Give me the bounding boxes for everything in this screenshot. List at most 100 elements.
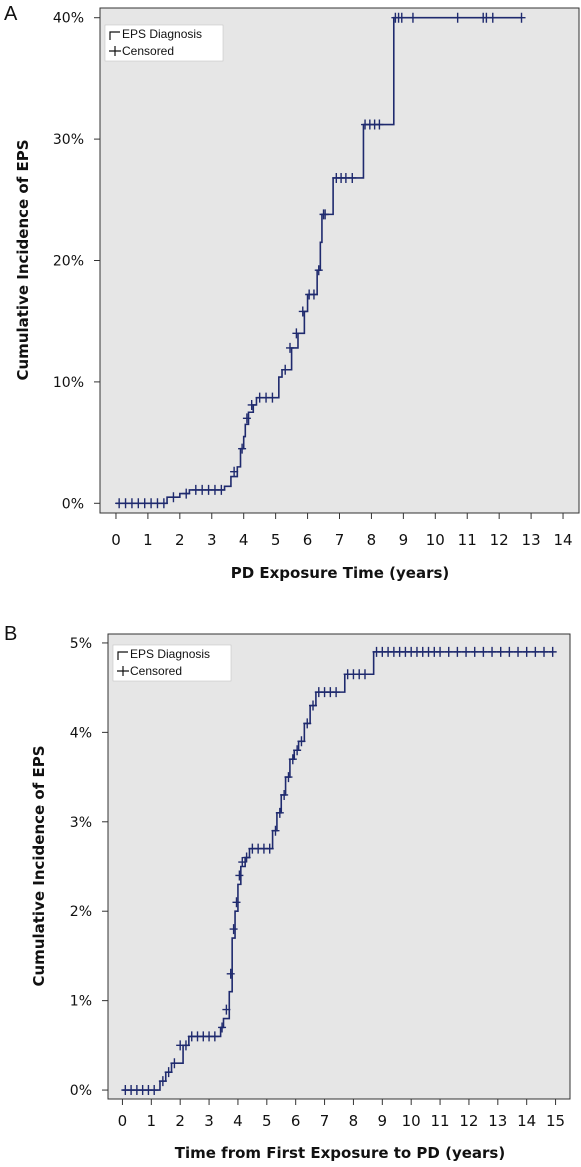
y-tick-label-a: 30% [53, 132, 84, 148]
plot-b-marks [121, 646, 557, 1096]
censored-mark-b [235, 870, 244, 881]
x-tick-label-b: 8 [349, 1112, 359, 1130]
censored-mark-a [281, 364, 290, 375]
censored-mark-b [275, 807, 284, 818]
legend-a: EPS Diagnosis Censored [104, 24, 224, 62]
censored-mark-b [297, 736, 306, 747]
censored-mark-a [159, 498, 168, 509]
censored-mark-a [397, 12, 406, 23]
y-tick-label-b: 1% [70, 994, 92, 1010]
legend-a-censored-label: Censored [122, 44, 174, 58]
censored-mark-b [232, 897, 241, 908]
censored-mark-a [182, 488, 191, 499]
censored-mark-b [462, 646, 471, 657]
y-tick-label-b: 5% [70, 636, 92, 652]
x-tick-label-a: 6 [303, 531, 313, 549]
censored-mark-b [158, 1076, 167, 1087]
x-axis-title-b: Time from First Exposure to PD (years) [175, 1144, 505, 1162]
censored-mark-a [314, 265, 323, 276]
x-tick-label-b: 3 [204, 1112, 214, 1130]
censored-mark-b [488, 646, 497, 657]
plot-area-b [107, 633, 571, 1100]
censored-mark-b [332, 687, 341, 698]
x-tick-label-b: 1 [147, 1112, 157, 1130]
x-tick-label-a: 8 [367, 531, 377, 549]
censored-mark-b [238, 857, 247, 868]
censored-mark-a [488, 12, 497, 23]
x-tick-label-a: 10 [426, 531, 445, 549]
x-tick-label-b: 13 [488, 1112, 507, 1130]
legend-a-box [104, 24, 224, 62]
censored-mark-b [284, 772, 293, 783]
x-tick-label-b: 14 [517, 1112, 536, 1130]
censored-mark-a [309, 289, 318, 300]
legend-a-censored-icon [109, 46, 121, 56]
x-tick-label-a: 13 [522, 531, 541, 549]
x-tick-label-b: 5 [262, 1112, 272, 1130]
censored-mark-b [293, 745, 302, 756]
y-tick-label-b: 2% [70, 904, 92, 920]
x-tick-label-a: 14 [553, 531, 572, 549]
censored-mark-a [408, 12, 417, 23]
legend-b-step-icon [117, 651, 128, 660]
censored-mark-a [268, 392, 277, 403]
panel-b: B EPS Diagnosis Censored 0 1 2 3 4 5 6 7 8 9 10 11 1… [4, 623, 571, 1162]
censored-mark-b [453, 646, 462, 657]
panel-a: A EPS Diagnosis Censored 0 1 2 3 4 5 6 7 8 9 10 11 1… [4, 3, 580, 582]
censored-mark-b [436, 646, 445, 657]
censored-mark-a [247, 399, 256, 410]
censored-mark-b [181, 1040, 190, 1051]
censored-mark-b [170, 1058, 179, 1069]
censored-mark-a [238, 443, 247, 454]
legend-b: EPS Diagnosis Censored [112, 644, 232, 682]
x-tick-label-a: 11 [458, 531, 477, 549]
censored-mark-b [218, 1022, 227, 1033]
x-tick-label-b: 10 [402, 1112, 421, 1130]
x-tick-label-b: 4 [233, 1112, 243, 1130]
censored-mark-a [321, 209, 330, 220]
censored-mark-a [286, 342, 295, 353]
censored-mark-b [444, 646, 453, 657]
legend-a-eps-label: EPS Diagnosis [122, 27, 202, 41]
x-tick-label-a: 4 [239, 531, 249, 549]
censored-mark-b [150, 1085, 159, 1096]
legend-b-censored-label: Censored [130, 664, 182, 678]
censored-mark-a [517, 12, 526, 23]
x-tick-label-b: 0 [118, 1112, 128, 1130]
censored-mark-b [514, 646, 523, 657]
censored-mark-a [375, 119, 384, 130]
legend-b-eps-label: EPS Diagnosis [130, 647, 210, 661]
censored-mark-b [505, 646, 514, 657]
censored-mark-b [479, 646, 488, 657]
panel-a-letter: A [4, 3, 18, 25]
y-tick-label-a: 20% [53, 254, 84, 270]
censored-mark-a [453, 12, 462, 23]
y-axis-title-b: Cumulative Incidence of EPS [30, 745, 48, 986]
censored-mark-a [292, 328, 301, 339]
censored-mark-b [226, 968, 235, 979]
censored-mark-b [280, 789, 289, 800]
censored-mark-b [540, 646, 549, 657]
x-tick-label-b: 15 [546, 1112, 565, 1130]
censored-mark-a [217, 484, 226, 495]
censored-mark-b [531, 646, 540, 657]
x-tick-label-a: 0 [111, 531, 121, 549]
censored-mark-a [169, 492, 178, 503]
y-tick-label-b: 0% [70, 1083, 92, 1099]
x-tick-label-a: 5 [271, 531, 281, 549]
censored-mark-b [229, 924, 238, 935]
legend-a-step-icon [109, 31, 120, 40]
x-tick-label-b: 2 [175, 1112, 185, 1130]
censored-mark-a [348, 172, 357, 183]
censored-mark-b [548, 646, 557, 657]
censored-mark-b [288, 754, 297, 765]
censored-mark-b [496, 646, 505, 657]
x-tick-label-b: 6 [291, 1112, 301, 1130]
y-tick-label-a: 0% [62, 496, 84, 512]
x-axis-title-a: PD Exposure Time (years) [231, 564, 450, 582]
axes-a: 0 1 2 3 4 5 6 7 8 9 10 11 12 13 140%10%20%30%40% [53, 11, 573, 549]
plot-a-marks [115, 12, 526, 509]
y-tick-label-b: 3% [70, 815, 92, 831]
x-tick-label-a: 7 [335, 531, 345, 549]
